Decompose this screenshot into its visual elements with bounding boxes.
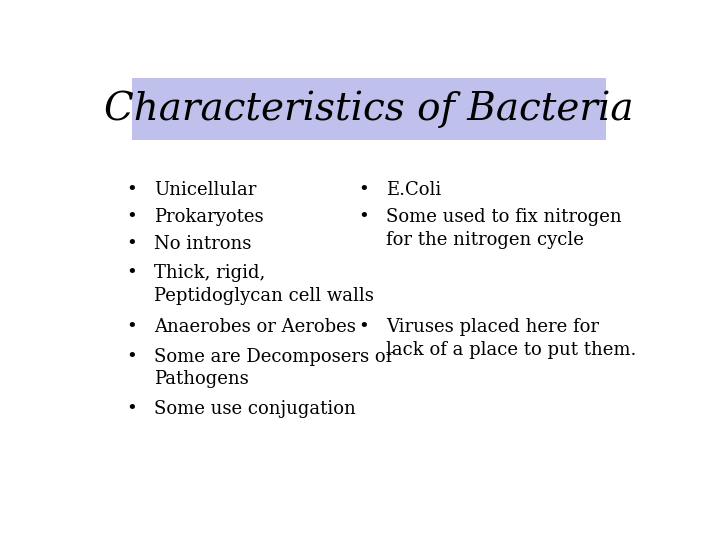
Text: •: • [127, 348, 138, 366]
Text: •: • [127, 265, 138, 282]
Text: •: • [359, 181, 369, 199]
Text: Unicellular: Unicellular [154, 181, 256, 199]
Text: Anaerobes or Aerobes: Anaerobes or Aerobes [154, 319, 356, 336]
Text: •: • [127, 235, 138, 253]
Text: •: • [359, 319, 369, 336]
Text: E.Coli: E.Coli [386, 181, 441, 199]
Text: Thick, rigid,
Peptidoglycan cell walls: Thick, rigid, Peptidoglycan cell walls [154, 265, 374, 305]
Text: No introns: No introns [154, 235, 251, 253]
Text: •: • [127, 400, 138, 417]
Text: •: • [127, 208, 138, 226]
Text: Prokaryotes: Prokaryotes [154, 208, 264, 226]
FancyBboxPatch shape [132, 78, 606, 140]
Text: Some use conjugation: Some use conjugation [154, 400, 356, 417]
Text: •: • [359, 208, 369, 226]
Text: Some are Decomposers or
Pathogens: Some are Decomposers or Pathogens [154, 348, 395, 388]
Text: Some used to fix nitrogen
for the nitrogen cycle: Some used to fix nitrogen for the nitrog… [386, 208, 621, 249]
Text: Characteristics of Bacteria: Characteristics of Bacteria [104, 90, 634, 127]
Text: •: • [127, 181, 138, 199]
Text: Viruses placed here for
lack of a place to put them.: Viruses placed here for lack of a place … [386, 319, 636, 359]
Text: •: • [127, 319, 138, 336]
